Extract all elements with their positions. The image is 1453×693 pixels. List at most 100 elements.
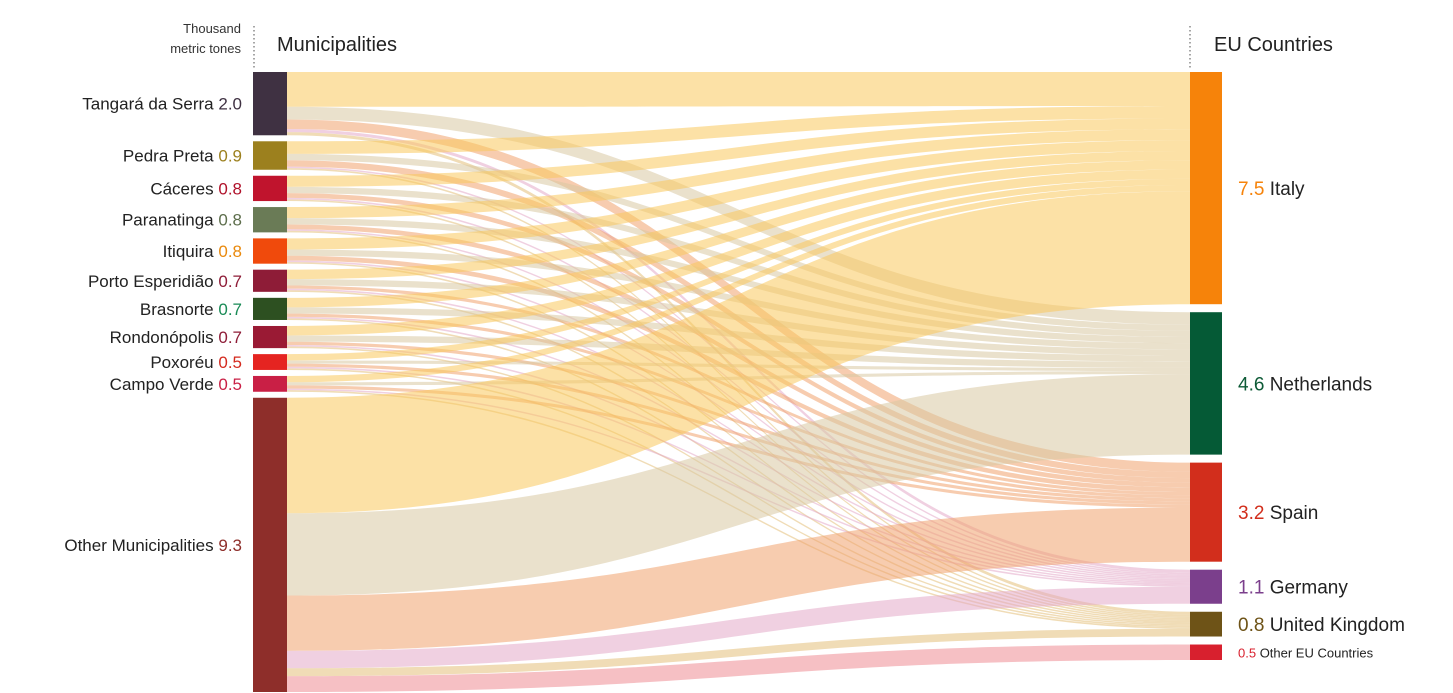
- source-value: 2.0: [218, 95, 242, 114]
- source-value: 9.3: [218, 536, 242, 555]
- source-label-rondonopolis: Rondonópolis 0.7: [110, 328, 242, 347]
- source-name: Pedra Preta: [123, 147, 218, 166]
- flow-other-municipalities-to-netherlands: [287, 374, 1190, 596]
- source-label-itiquira: Itiquira 0.8: [163, 242, 242, 261]
- source-name: Brasnorte: [140, 300, 218, 319]
- flow-paranatinga-to-united-kingdom: [287, 230, 1190, 620]
- source-value: 0.7: [218, 328, 242, 347]
- source-label-campo-verde: Campo Verde 0.5: [110, 375, 242, 394]
- flow-paranatinga-to-italy: [287, 129, 1190, 219]
- target-value: 3.2: [1238, 503, 1270, 524]
- flow-rondonopolis-to-spain: [287, 341, 1190, 502]
- target-node-spain: [1190, 462, 1222, 562]
- flow-pedra-preta-to-italy: [287, 106, 1190, 154]
- flow-poxoreu-to-italy: [287, 178, 1190, 361]
- source-value: 0.5: [218, 375, 242, 394]
- source-node-campo-verde: [253, 375, 287, 392]
- source-node-porto-esperidiao: [253, 269, 287, 292]
- target-label-italy: 7.5 Italy: [1238, 179, 1305, 200]
- unit-label-line-1: Thousand: [183, 21, 241, 36]
- target-node-germany: [1190, 569, 1222, 604]
- source-name: Other Municipalities: [64, 536, 218, 555]
- source-node-pedra-preta: [253, 141, 287, 170]
- source-node-poxoreu: [253, 354, 287, 370]
- source-value: 0.5: [218, 353, 242, 372]
- target-value: 4.6: [1238, 374, 1270, 395]
- source-label-brasnorte: Brasnorte 0.7: [140, 300, 242, 319]
- source-label-tangara-da-serra: Tangará da Serra 2.0: [82, 95, 242, 114]
- source-node-brasnorte: [253, 297, 287, 320]
- flow-other-municipalities-to-italy: [287, 191, 1190, 514]
- target-node-italy: [1190, 72, 1222, 305]
- flow-rondonopolis-to-italy: [287, 169, 1190, 336]
- source-label-paranatinga: Paranatinga 0.8: [122, 211, 242, 230]
- flow-porto-esperidiao-to-italy: [287, 150, 1190, 280]
- flow-tangara-da-serra-to-italy: [287, 72, 1190, 107]
- target-node-netherlands: [1190, 312, 1222, 455]
- source-name: Rondonópolis: [110, 328, 219, 347]
- municipalities-header: Municipalities: [277, 34, 397, 56]
- flow-itiquira-to-united-kingdom: [287, 262, 1190, 622]
- flow-itiquira-to-germany: [287, 260, 1190, 579]
- target-label-united-kingdom: 0.8 United Kingdom: [1238, 615, 1405, 636]
- target-value: 1.1: [1238, 578, 1270, 599]
- target-label-other-eu-countries: 0.5 Other EU Countries: [1238, 645, 1374, 660]
- source-label-porto-esperidiao: Porto Esperidião 0.7: [88, 272, 242, 291]
- target-name: Spain: [1270, 503, 1319, 524]
- target-label-germany: 1.1 Germany: [1238, 578, 1348, 599]
- source-name: Tangará da Serra: [82, 95, 218, 114]
- source-name: Paranatinga: [122, 211, 218, 230]
- flow-other-municipalities-to-other-eu-countries: [287, 644, 1190, 692]
- source-label-poxoreu: Poxoréu 0.5: [150, 353, 242, 372]
- flow-itiquira-to-italy: [287, 140, 1190, 250]
- target-value: 7.5: [1238, 179, 1270, 200]
- source-value: 0.8: [218, 242, 242, 261]
- target-name: United Kingdom: [1270, 615, 1405, 636]
- source-value: 0.8: [218, 211, 242, 230]
- eu-countries-header: EU Countries: [1214, 34, 1333, 56]
- source-node-paranatinga: [253, 207, 287, 233]
- flow-campo-verde-to-italy: [287, 185, 1190, 383]
- nodes: [253, 72, 1222, 692]
- source-name: Itiquira: [163, 242, 219, 261]
- unit-label-line-2: metric tones: [170, 41, 241, 56]
- source-label-caceres: Cáceres 0.8: [150, 179, 242, 198]
- flow-other-municipalities-to-spain: [287, 507, 1190, 651]
- source-label-pedra-preta: Pedra Preta 0.9: [123, 147, 242, 166]
- flow-pedra-preta-to-netherlands: [287, 153, 1190, 331]
- target-name: Netherlands: [1270, 374, 1372, 395]
- target-name: Other EU Countries: [1260, 645, 1374, 660]
- source-name: Porto Esperidião: [88, 272, 218, 291]
- source-node-caceres: [253, 175, 287, 202]
- source-value: 0.9: [218, 147, 242, 166]
- flow-brasnorte-to-italy: [287, 160, 1190, 308]
- flow-other-municipalities-to-germany: [287, 586, 1190, 669]
- source-value: 0.8: [218, 179, 242, 198]
- source-label-other-municipalities: Other Municipalities 9.3: [64, 536, 242, 555]
- source-node-itiquira: [253, 238, 287, 264]
- target-node-other-eu-countries: [1190, 644, 1222, 660]
- flow-caceres-to-italy: [287, 118, 1190, 187]
- source-value: 0.7: [218, 300, 242, 319]
- source-name: Cáceres: [150, 179, 218, 198]
- target-node-united-kingdom: [1190, 611, 1222, 637]
- target-value: 0.8: [1238, 615, 1270, 636]
- source-name: Campo Verde: [110, 375, 219, 394]
- target-value: 0.5: [1238, 645, 1260, 660]
- header: Thousand metric tones Municipalities EU …: [170, 21, 1333, 68]
- source-node-rondonopolis: [253, 325, 287, 349]
- target-name: Italy: [1270, 179, 1305, 200]
- source-value: 0.7: [218, 272, 242, 291]
- flow-caceres-to-netherlands: [287, 186, 1190, 337]
- source-node-tangara-da-serra: [253, 72, 287, 136]
- flow-other-municipalities-to-united-kingdom: [287, 628, 1190, 677]
- target-label-netherlands: 4.6 Netherlands: [1238, 374, 1372, 395]
- flows: [287, 72, 1190, 692]
- flow-poxoreu-to-spain: [287, 363, 1190, 505]
- source-name: Poxoréu: [150, 353, 218, 372]
- target-label-spain: 3.2 Spain: [1238, 503, 1318, 524]
- target-name: Germany: [1270, 578, 1349, 599]
- source-node-other-municipalities: [253, 397, 287, 692]
